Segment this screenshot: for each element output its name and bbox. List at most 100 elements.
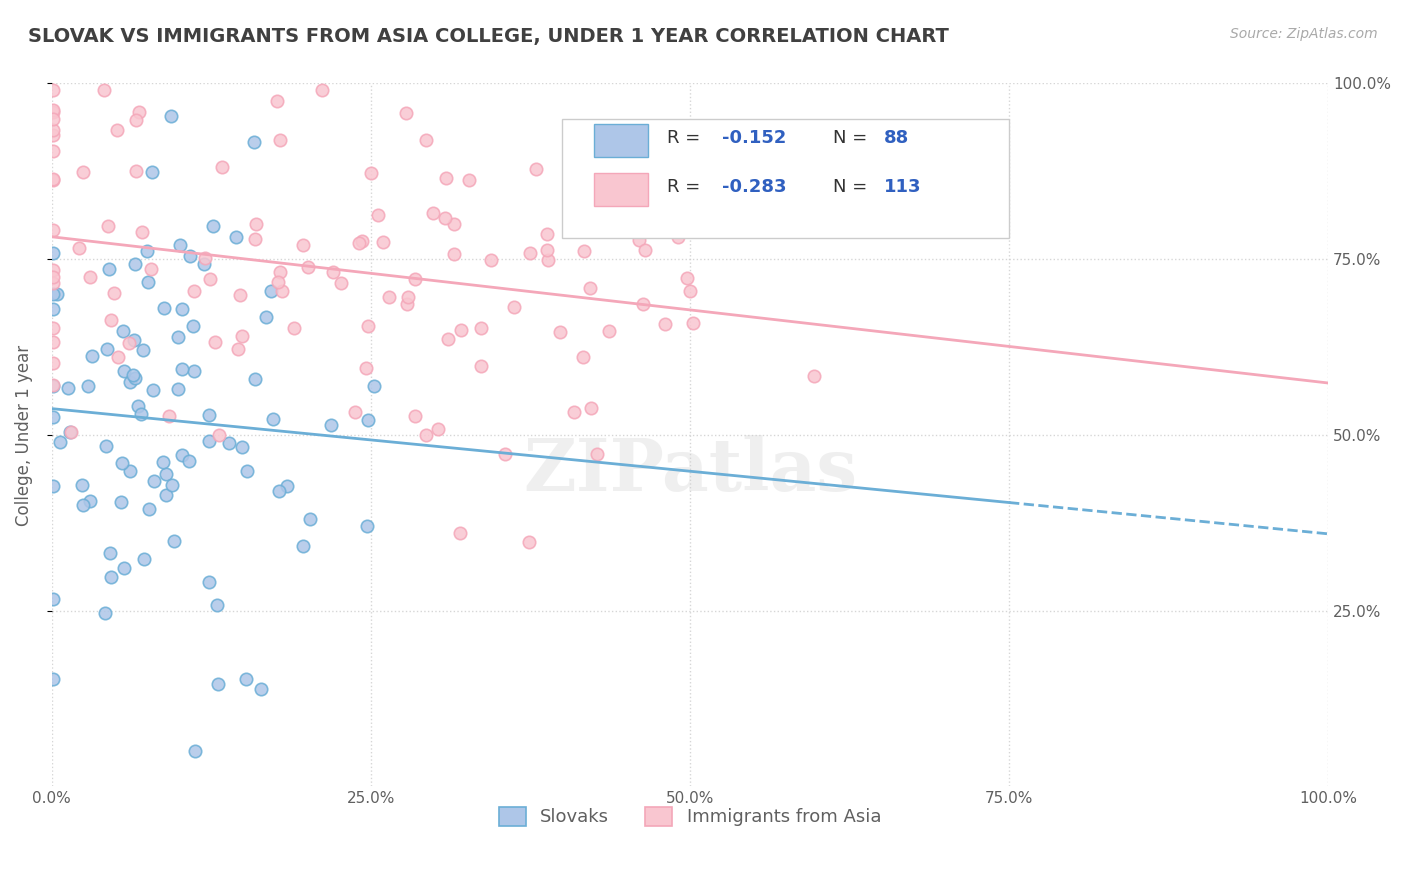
Point xyxy=(502,300,524,314)
Y-axis label: College, Under 1 year: College, Under 1 year xyxy=(15,344,32,525)
Point xyxy=(395,106,418,120)
Point xyxy=(357,413,380,427)
Point xyxy=(131,225,153,239)
Point xyxy=(676,271,699,285)
Point xyxy=(42,245,65,260)
Point xyxy=(271,284,294,298)
Point xyxy=(42,410,65,425)
Point xyxy=(100,313,122,327)
Point xyxy=(245,217,267,231)
Point xyxy=(371,235,394,249)
Point xyxy=(208,428,231,442)
Text: -0.152: -0.152 xyxy=(721,129,786,147)
Point xyxy=(627,233,650,247)
Point xyxy=(59,425,82,439)
Point xyxy=(67,240,90,254)
Point xyxy=(298,512,321,526)
Point xyxy=(378,290,401,304)
Point xyxy=(118,464,141,478)
Point xyxy=(79,269,101,284)
Point xyxy=(142,383,165,397)
Point xyxy=(129,408,152,422)
Point xyxy=(42,321,65,335)
Point xyxy=(42,592,65,607)
Point xyxy=(262,412,284,426)
Point xyxy=(155,467,177,481)
Point xyxy=(267,484,290,499)
Point xyxy=(579,281,602,295)
Point xyxy=(297,260,319,274)
Point xyxy=(42,287,65,301)
Point xyxy=(96,342,118,356)
Point xyxy=(415,133,437,147)
Point xyxy=(122,333,145,347)
Point xyxy=(166,330,188,344)
Point xyxy=(347,235,370,250)
Text: SLOVAK VS IMMIGRANTS FROM ASIA COLLEGE, UNDER 1 YEAR CORRELATION CHART: SLOVAK VS IMMIGRANTS FROM ASIA COLLEGE, … xyxy=(28,27,949,45)
Point xyxy=(620,176,643,190)
Point xyxy=(228,343,250,357)
Point xyxy=(198,575,221,590)
Point xyxy=(94,440,117,454)
Point xyxy=(77,379,100,393)
Text: R =: R = xyxy=(666,178,706,196)
Point xyxy=(311,83,333,97)
Point xyxy=(404,409,426,424)
Point xyxy=(110,495,132,509)
Point xyxy=(579,401,602,415)
Point xyxy=(136,275,159,289)
Point xyxy=(157,409,180,423)
Point xyxy=(450,323,472,337)
Point xyxy=(152,301,174,315)
Point xyxy=(243,372,266,386)
Point xyxy=(266,276,288,290)
Point xyxy=(357,318,380,333)
Point xyxy=(231,329,253,343)
Point xyxy=(548,326,571,340)
Point xyxy=(266,95,288,109)
Point xyxy=(443,218,465,232)
Point xyxy=(42,379,65,393)
Point xyxy=(437,332,460,346)
Point xyxy=(105,123,128,137)
Point xyxy=(49,435,72,450)
Point xyxy=(201,219,224,234)
Point xyxy=(42,112,65,127)
Point xyxy=(94,606,117,620)
Point xyxy=(42,105,65,120)
FancyBboxPatch shape xyxy=(595,173,648,206)
Point xyxy=(211,161,233,175)
Legend: Slovaks, Immigrants from Asia: Slovaks, Immigrants from Asia xyxy=(491,800,889,834)
Point xyxy=(598,324,620,338)
Point xyxy=(243,232,266,246)
Point xyxy=(141,165,163,179)
Point xyxy=(519,534,541,549)
Point xyxy=(97,219,120,233)
Point xyxy=(585,447,607,461)
Point xyxy=(42,377,65,392)
Point xyxy=(231,440,253,454)
Point xyxy=(42,269,65,284)
Point xyxy=(160,109,183,123)
Point xyxy=(79,494,101,508)
Point xyxy=(125,164,148,178)
Point xyxy=(166,383,188,397)
Point xyxy=(205,598,228,612)
Point xyxy=(354,361,377,376)
Point xyxy=(93,83,115,97)
Point xyxy=(183,285,205,299)
Point xyxy=(666,230,689,244)
Text: ZIPatlas: ZIPatlas xyxy=(523,434,858,506)
Point xyxy=(470,320,492,334)
Point xyxy=(322,265,344,279)
Point xyxy=(662,140,685,154)
Point xyxy=(291,237,314,252)
Point xyxy=(135,244,157,259)
Point xyxy=(160,478,183,492)
Point xyxy=(42,334,65,349)
Point xyxy=(794,158,817,172)
Point xyxy=(72,164,94,178)
FancyBboxPatch shape xyxy=(595,123,648,157)
Point xyxy=(125,113,148,128)
Point xyxy=(260,285,283,299)
